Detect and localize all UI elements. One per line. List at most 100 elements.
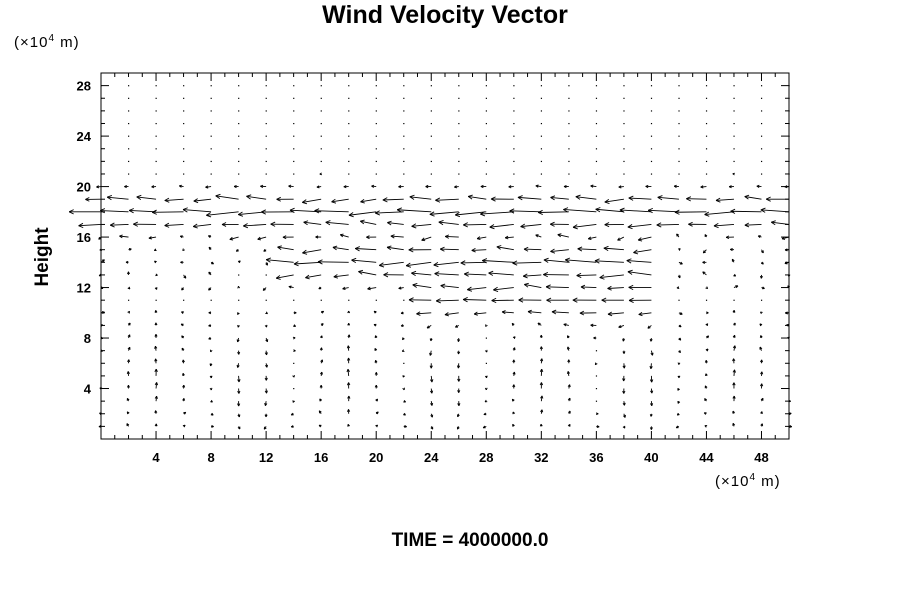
wind-vector (732, 345, 737, 351)
wind-vector (126, 384, 130, 389)
y-unit-suffix: m) (55, 34, 80, 51)
wind-vector (238, 299, 240, 301)
wind-vector (215, 193, 239, 200)
wind-vector (265, 110, 267, 112)
wind-vector (444, 312, 459, 317)
wind-vector (456, 363, 461, 369)
wind-vector (638, 311, 652, 317)
wind-vector (567, 397, 571, 402)
wind-vector (517, 195, 542, 201)
wind-vector (786, 323, 790, 327)
x-unit-prefix: (×10 (715, 473, 750, 490)
wind-vector (715, 197, 734, 203)
wind-vector (183, 274, 187, 279)
wind-vector (456, 413, 460, 418)
wind-vector (99, 387, 103, 390)
wind-vector (458, 85, 460, 87)
wind-vector (540, 358, 544, 364)
wind-vector (265, 257, 294, 263)
wind-vector (550, 195, 569, 201)
wind-vector (347, 409, 351, 414)
x-tick-label: 4 (152, 450, 160, 465)
wind-vector (527, 309, 542, 315)
wind-vector (319, 335, 323, 339)
wind-vector (485, 324, 488, 327)
wind-vector (209, 375, 213, 379)
wind-vector (402, 374, 406, 378)
wind-vector (238, 135, 240, 137)
wind-vector (302, 249, 322, 255)
wind-vector (760, 110, 763, 112)
wind-vector (398, 185, 404, 189)
wind-vector (458, 97, 460, 99)
wind-vector (454, 211, 487, 218)
wind-vector (678, 173, 680, 175)
wind-vector (604, 222, 624, 228)
wind-vector (238, 274, 240, 276)
wind-vector (649, 363, 653, 370)
x-tick-label: 20 (369, 450, 383, 465)
wind-vector (705, 286, 709, 290)
wind-vector (237, 401, 241, 407)
wind-vector (484, 375, 488, 379)
wind-vector (302, 198, 322, 205)
wind-vector (375, 299, 377, 301)
y-tick-label: 20 (77, 180, 91, 195)
wind-vector (627, 224, 652, 230)
wind-vector (677, 248, 681, 251)
wind-vector (483, 412, 487, 416)
wind-vector (705, 323, 709, 326)
wind-vector (127, 310, 131, 314)
wind-vector (622, 425, 626, 429)
wind-vector (181, 335, 185, 339)
wind-vector (100, 375, 102, 377)
wind-vector (575, 194, 597, 200)
wind-vector (303, 220, 322, 226)
wind-vector (543, 257, 569, 263)
wind-vector (579, 310, 597, 316)
wind-vector (603, 245, 624, 252)
wind-vector (673, 184, 679, 188)
x-tick-label: 28 (479, 450, 493, 465)
wind-vector (348, 160, 350, 163)
wind-vector (180, 260, 184, 264)
wind-vector (705, 135, 708, 137)
wind-vector (182, 398, 186, 402)
wind-vector (128, 208, 157, 214)
y-tick-label: 28 (77, 79, 91, 94)
wind-vector (155, 122, 157, 125)
wind-vector (346, 368, 350, 376)
wind-vector (523, 246, 542, 252)
wind-vector (732, 334, 736, 339)
wind-vector (788, 425, 793, 428)
wind-vector (657, 195, 679, 201)
wind-vector (183, 135, 185, 137)
wind-vector (622, 413, 626, 418)
wind-vector (485, 135, 487, 137)
wind-vector (154, 410, 158, 414)
wind-vector (566, 371, 571, 376)
wind-vector (458, 160, 460, 163)
wind-vector (485, 110, 487, 112)
wind-vector (650, 122, 653, 125)
wind-vector (568, 148, 570, 150)
wind-vector (604, 198, 624, 204)
wind-vector (539, 382, 544, 389)
wind-vector (732, 309, 736, 313)
wind-vector (237, 312, 240, 315)
wind-vector (623, 85, 625, 87)
wind-vector (781, 236, 790, 240)
wind-vector (788, 173, 790, 175)
wind-vector (676, 412, 680, 416)
wind-vector (396, 207, 432, 213)
wind-vector (677, 375, 681, 379)
wind-vector (788, 97, 790, 99)
wind-vector (788, 148, 790, 150)
wind-vector (563, 184, 569, 189)
wind-vector (440, 283, 459, 289)
wind-vector (601, 297, 624, 303)
wind-vector (493, 286, 514, 292)
wind-vector (464, 271, 487, 277)
wind-vector (154, 395, 158, 402)
wind-vector (433, 261, 459, 268)
